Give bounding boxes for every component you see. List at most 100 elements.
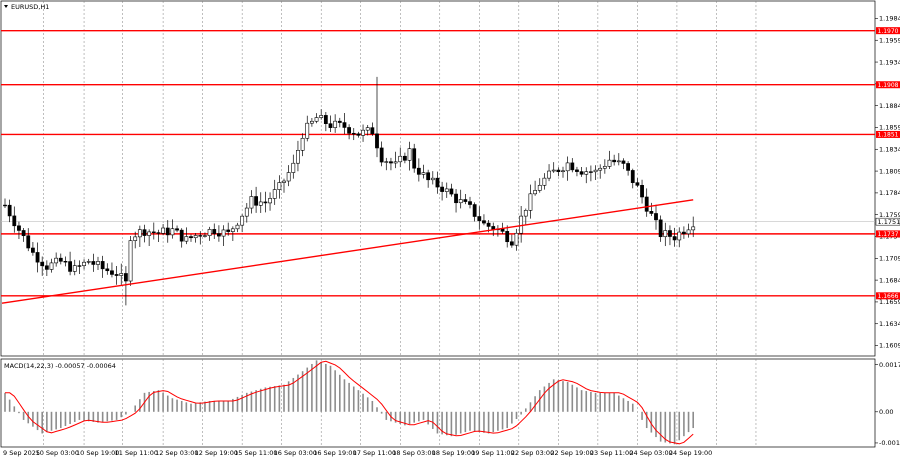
candle-body — [198, 235, 203, 237]
candle-body — [35, 252, 40, 263]
candle-body — [407, 148, 412, 161]
trendline[interactable] — [1, 199, 694, 304]
macd-axis: 0.00174 0.00 -0.00115 — [875, 361, 900, 447]
candle — [207, 226, 212, 241]
candle — [514, 228, 519, 251]
candle-body — [435, 177, 440, 188]
macd-signal-line — [5, 360, 694, 445]
candle-body — [649, 211, 654, 214]
price-tick-label: 1.1684 — [879, 276, 900, 284]
candle — [230, 226, 235, 242]
candle — [472, 202, 477, 222]
price-tick-label: 1.1959 — [879, 36, 900, 44]
candle-body — [3, 204, 7, 207]
candle — [314, 113, 319, 124]
current-price-label: 1.1751 — [878, 218, 900, 226]
candle — [547, 164, 551, 182]
candle — [12, 206, 17, 233]
time-tick-label: 17 Sep 11:00 — [353, 449, 396, 457]
level-label-box — [876, 292, 900, 300]
candle — [7, 199, 12, 223]
candle — [221, 225, 226, 246]
trendline-group[interactable] — [1, 199, 694, 304]
candle — [416, 158, 421, 182]
candle-body — [533, 190, 538, 195]
horizontal-levels[interactable] — [1, 29, 875, 297]
candle-body — [677, 231, 682, 241]
candle-body — [207, 229, 212, 236]
candle — [412, 143, 417, 173]
candle — [542, 173, 547, 190]
candle-body — [468, 201, 472, 205]
candle — [268, 192, 272, 211]
candle — [82, 259, 86, 270]
candle — [365, 124, 370, 136]
candle-body — [17, 225, 21, 231]
candle — [217, 225, 221, 242]
candle-body — [384, 161, 389, 163]
candle — [26, 228, 31, 252]
candle — [370, 122, 375, 136]
level-label-box — [876, 27, 900, 35]
candle-body — [616, 160, 621, 163]
candle — [142, 224, 147, 243]
candle-body — [658, 219, 663, 238]
candle — [430, 171, 435, 185]
candle — [384, 157, 389, 171]
candle — [63, 256, 68, 267]
candle — [151, 222, 156, 240]
candle — [244, 203, 249, 223]
price-tick-label: 1.1984 — [879, 15, 900, 23]
candle-body — [602, 166, 607, 169]
candle — [505, 225, 510, 248]
candle — [379, 141, 384, 167]
triangle-down-icon[interactable] — [4, 5, 8, 8]
candle — [528, 184, 533, 219]
candle — [119, 263, 124, 285]
candle — [449, 183, 454, 197]
candle-body — [40, 261, 45, 267]
macd-plot-frame — [0, 358, 876, 448]
candle — [626, 161, 631, 176]
candle — [551, 162, 556, 173]
candle-body — [356, 133, 361, 136]
price-tick-label: 1.1859 — [879, 124, 900, 132]
candle — [249, 190, 254, 214]
candle — [58, 253, 63, 265]
candle — [21, 228, 26, 242]
candle-body — [342, 122, 347, 128]
candle — [198, 231, 203, 245]
candle-body — [668, 230, 672, 237]
candle-body — [416, 167, 421, 175]
candle — [644, 188, 649, 217]
candle-body — [235, 224, 240, 230]
level-label-text: 1.1737 — [878, 231, 899, 238]
macd-tick-label: 0.00174 — [879, 361, 900, 369]
candle-body — [323, 115, 328, 124]
candle-body — [151, 231, 156, 233]
candle-body — [63, 261, 68, 263]
candle-body — [514, 232, 519, 246]
symbol-title[interactable]: EURUSD,H1 — [4, 3, 49, 11]
candle-body — [7, 204, 12, 217]
time-tick-label: 9 Sep 2025 — [3, 449, 40, 457]
candle — [691, 216, 696, 238]
candle-body — [635, 182, 640, 186]
candle — [54, 252, 59, 267]
candle — [193, 233, 198, 243]
candle — [40, 256, 45, 276]
candle — [72, 259, 77, 276]
candle-body — [91, 261, 96, 265]
candle — [649, 202, 654, 216]
price-tick-label: 1.1934 — [879, 58, 900, 66]
candle-body — [626, 163, 631, 171]
candle-body — [542, 177, 547, 186]
candle — [593, 165, 598, 180]
candle-body — [156, 232, 161, 234]
candle — [263, 191, 268, 213]
candle — [96, 256, 100, 271]
candle-body — [309, 120, 314, 124]
macd-tick-label: 0.00 — [879, 408, 893, 416]
